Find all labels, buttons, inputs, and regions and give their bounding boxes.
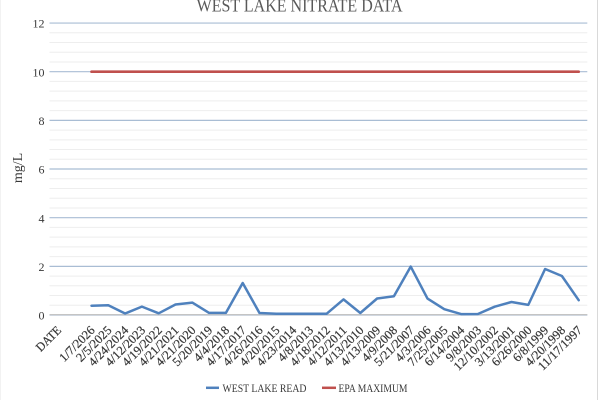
svg-text:WEST LAKE READ: WEST LAKE READ <box>223 381 307 395</box>
svg-text:8: 8 <box>39 114 45 128</box>
svg-text:12: 12 <box>33 17 45 31</box>
svg-text:10: 10 <box>33 65 45 79</box>
svg-text:EPA MAXIMUM: EPA MAXIMUM <box>339 381 408 395</box>
svg-text:0: 0 <box>39 309 45 323</box>
svg-text:WEST LAKE NITRATE DATA: WEST LAKE NITRATE DATA <box>197 0 404 16</box>
svg-text:2: 2 <box>39 260 45 274</box>
svg-text:mg/L: mg/L <box>11 153 26 183</box>
svg-text:6: 6 <box>39 163 45 177</box>
svg-text:4: 4 <box>39 211 45 225</box>
